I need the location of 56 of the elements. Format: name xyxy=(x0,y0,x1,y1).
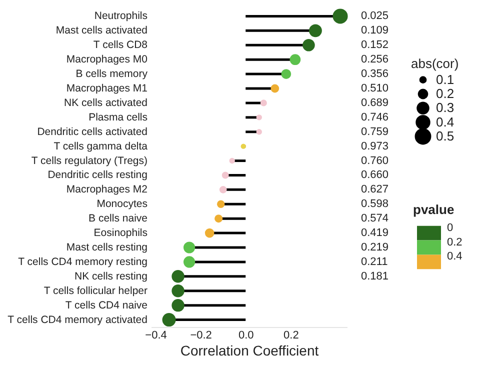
y-tick-label: Plasma cells xyxy=(88,111,148,124)
text: 0.256 xyxy=(361,54,389,66)
text: 0.356 xyxy=(361,68,389,80)
x-tick-label: −0.2 xyxy=(190,330,212,342)
y-tick-label: Monocytes xyxy=(96,198,148,210)
y-tick-label: Mast cells activated xyxy=(56,24,148,37)
y-tick-label: B cells memory xyxy=(76,68,148,80)
y-tick-label: T cells follicular helper xyxy=(44,284,148,297)
text: 0.627 xyxy=(361,184,389,196)
text: 0.510 xyxy=(361,82,389,94)
y-tick-label: Macrophages M0 xyxy=(66,54,148,66)
text: 0.025 xyxy=(361,10,389,22)
text: 0.759 xyxy=(361,126,389,138)
legend-title: abs(cor) xyxy=(411,56,459,71)
text: 0.973 xyxy=(361,140,389,152)
text: 0.211 xyxy=(361,256,388,268)
y-tick-label: T cells regulatory (Tregs) xyxy=(31,154,148,167)
text: 0.152 xyxy=(361,39,389,52)
text: 0.760 xyxy=(361,154,389,167)
legend-label: 0.3 xyxy=(436,100,454,116)
y-tick-label: T cells CD8 xyxy=(93,39,148,52)
text: 0.109 xyxy=(361,24,389,37)
color-bar-label: 0 xyxy=(447,222,454,234)
text: 0.689 xyxy=(361,96,389,109)
legend-label: 0.4 xyxy=(436,114,454,130)
y-tick-label: NK cells activated xyxy=(64,96,148,109)
text: 0.746 xyxy=(361,111,389,124)
x-tick-label: 0.0 xyxy=(238,330,254,342)
text: 0.598 xyxy=(361,198,389,210)
y-tick-label: Dendritic cells activated xyxy=(37,126,148,138)
y-tick-label: T cells gamma delta xyxy=(54,140,148,152)
y-tick-label: Macrophages M1 xyxy=(66,82,148,94)
legend-label: 0.1 xyxy=(436,72,454,87)
y-tick-label: B cells naive xyxy=(88,212,148,225)
x-tick-label: 0.2 xyxy=(284,330,299,342)
y-tick-label: Macrophages M2 xyxy=(66,184,148,196)
legend-label: 0.5 xyxy=(436,128,454,144)
y-tick-label: Neutrophils xyxy=(94,10,148,22)
x-axis-title: Correlation Coefficient xyxy=(180,342,319,358)
y-tick-label: NK cells resting xyxy=(74,270,148,282)
y-tick-label: Dendritic cells resting xyxy=(48,169,148,182)
text: 0.419 xyxy=(361,227,389,240)
color-bar-title: pvalue xyxy=(413,202,454,217)
color-bar-label: 0.4 xyxy=(447,250,462,263)
text: 0.660 xyxy=(361,169,389,182)
text: 0.574 xyxy=(361,212,389,225)
text: 0.219 xyxy=(361,242,389,254)
legend-label: 0.2 xyxy=(436,86,454,101)
y-tick-label: Eosinophils xyxy=(94,227,148,240)
y-tick-label: T cells CD4 naive xyxy=(65,299,148,312)
x-tick-label: −0.4 xyxy=(145,330,167,342)
text: 0.181 xyxy=(361,270,389,282)
color-bar-label: 0.2 xyxy=(447,236,462,248)
y-tick-label: Mast cells resting xyxy=(66,242,148,254)
y-tick-label: T cells CD4 memory activated xyxy=(8,314,148,326)
y-tick-label: T cells CD4 memory resting xyxy=(18,256,148,268)
